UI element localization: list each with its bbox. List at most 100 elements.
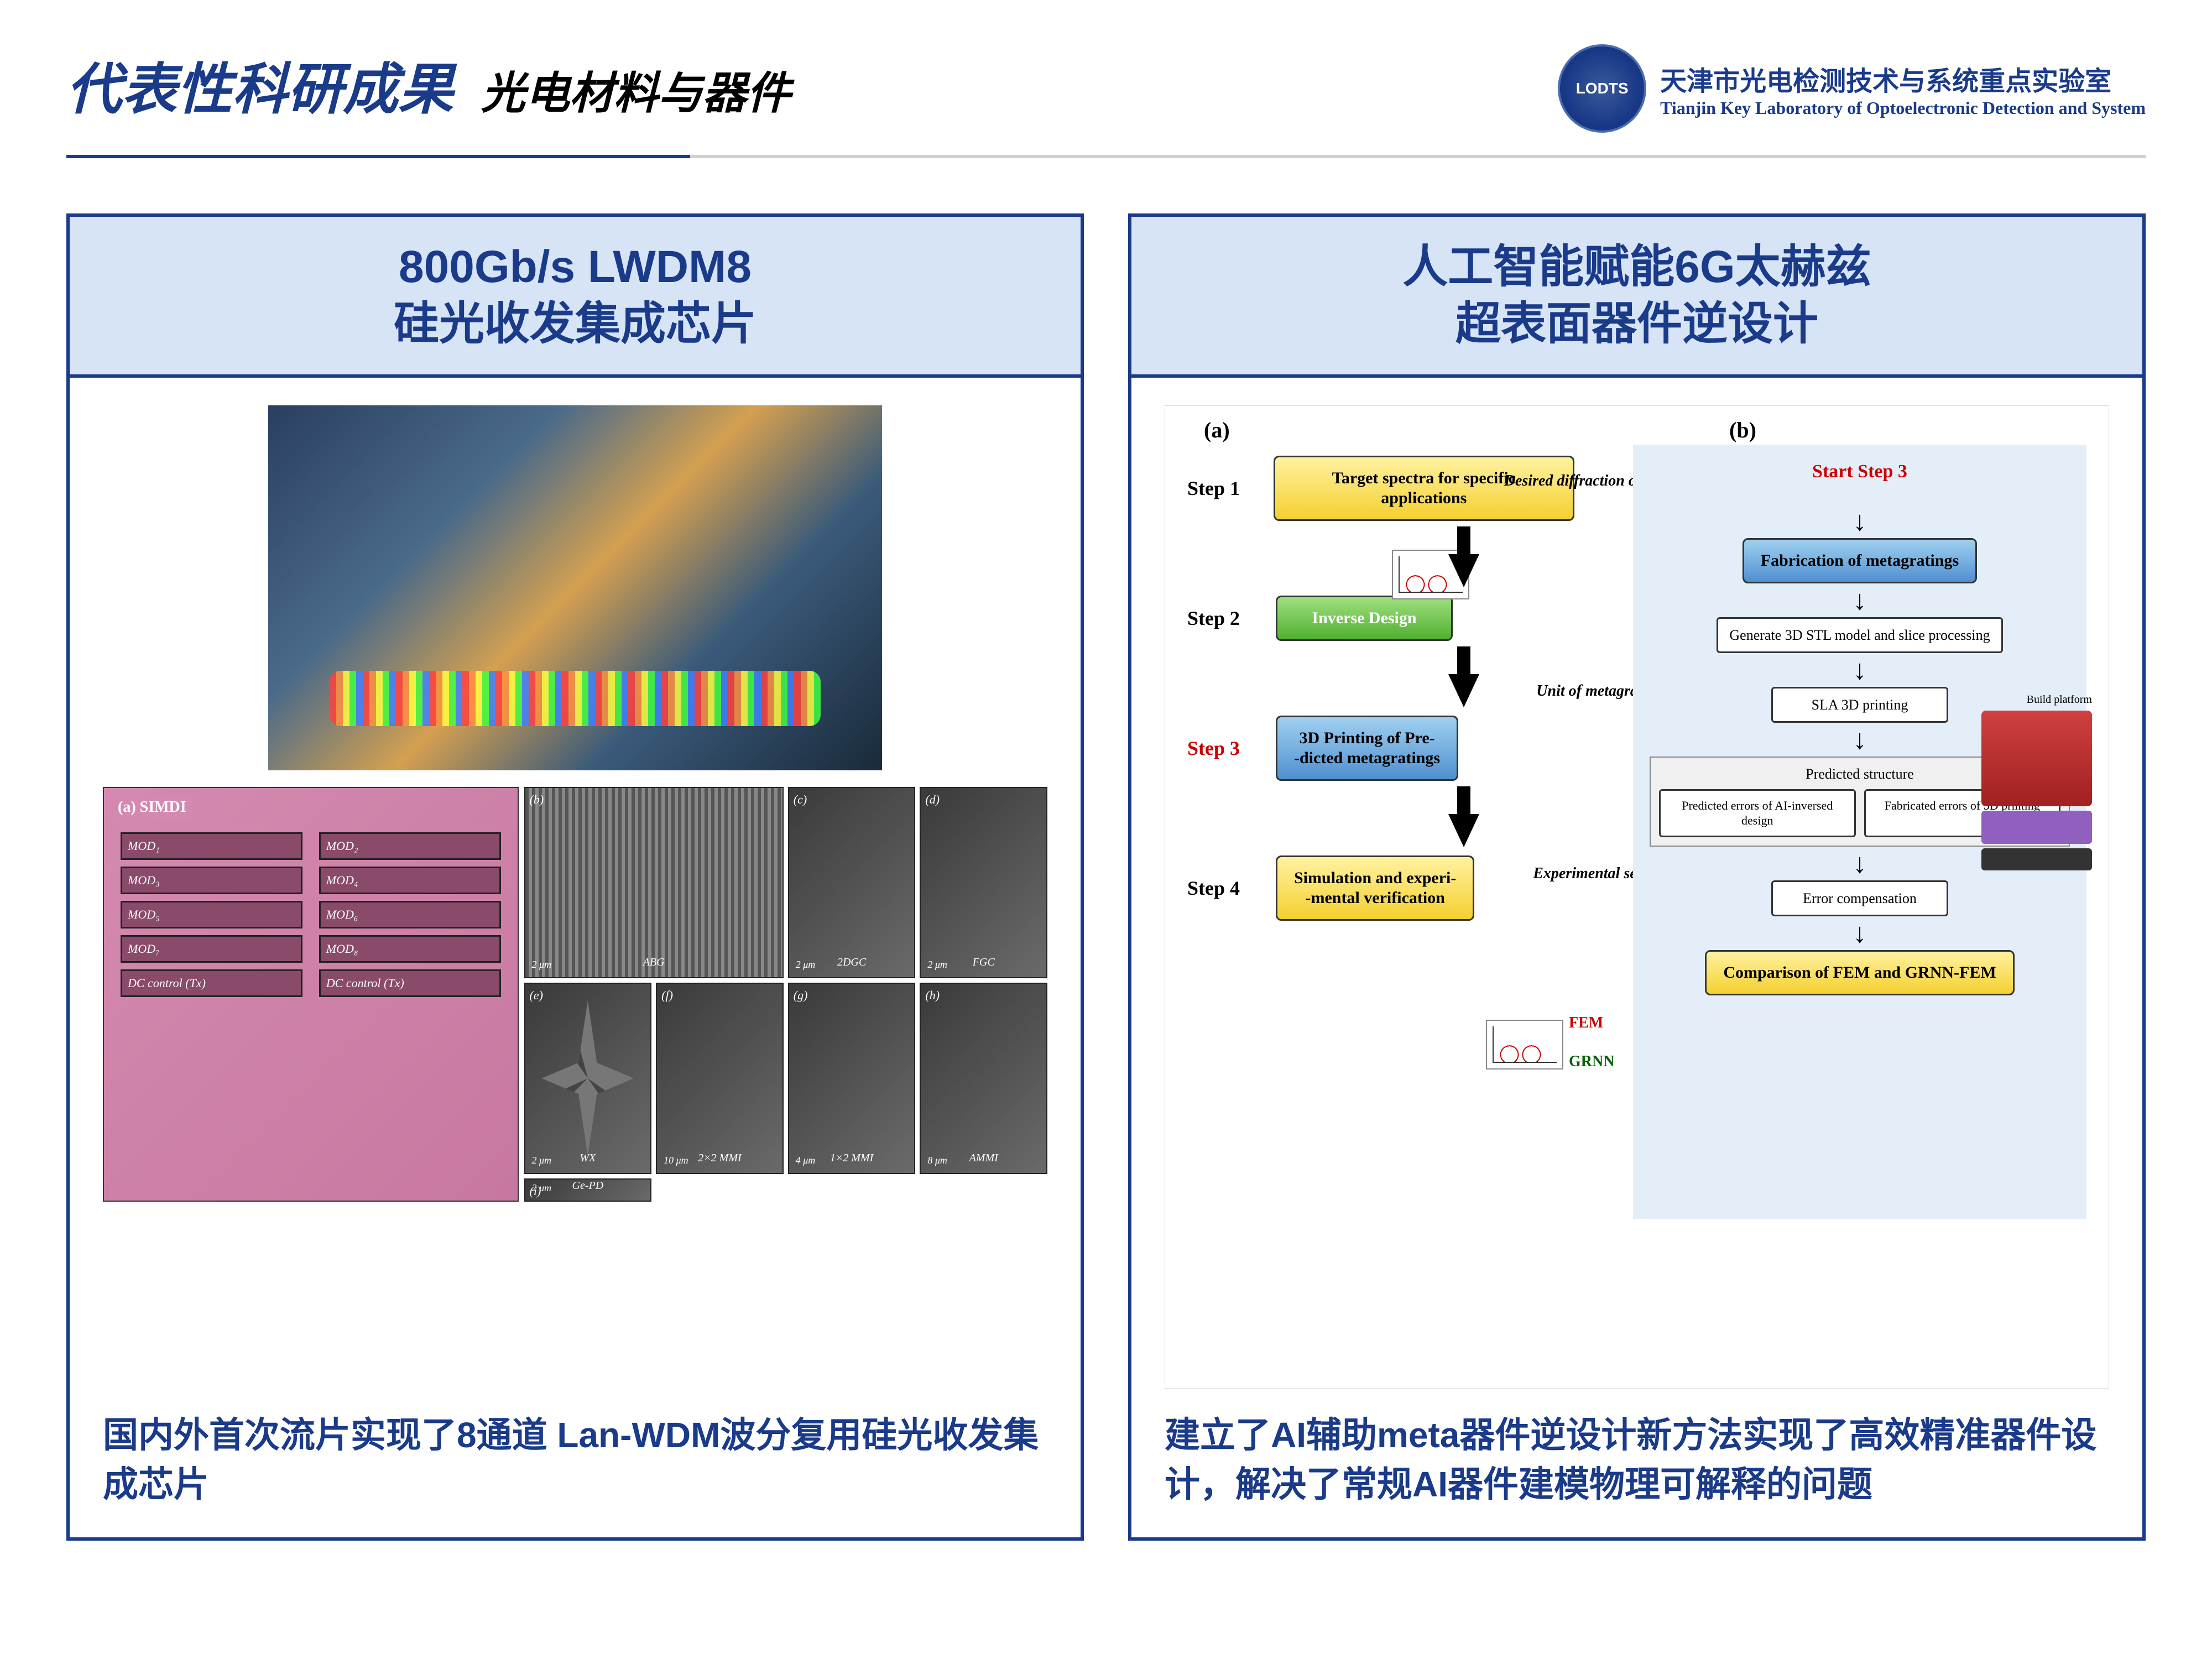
lab-text: 天津市光电检测技术与系统重点实验室 Tianjin Key Laboratory… [1660, 59, 2146, 118]
sem-tag: (e) [530, 988, 543, 1003]
sub-title: 光电材料与器件 [481, 58, 791, 122]
left-panel-header: 800Gb/s LWDM8 硅光收发集成芯片 [70, 217, 1081, 378]
sem-scale: 2 μm [532, 959, 552, 971]
sem-tag: (f) [661, 988, 673, 1003]
sem-scale: 2 μm [532, 1155, 552, 1166]
sem-d: (d)FGC2 μm [920, 787, 1047, 978]
step-label: Step 2 [1187, 607, 1259, 630]
sem-tag: (b) [530, 792, 544, 807]
arrow-down-icon: ↓ [1853, 857, 1867, 870]
spectrum-icon [1486, 1020, 1563, 1070]
printer-3d-icon: Build platform [1981, 693, 2092, 870]
printer-base2 [1981, 848, 2092, 870]
flowchart-col-a: Step 1 Target spectra for specific appli… [1187, 456, 1574, 932]
colb-sla: SLA 3D printing [1771, 687, 1948, 723]
sem-c: (c) 2DGC 2 μm [788, 787, 916, 978]
right-title-l2: 超表面器件逆设计 [1455, 299, 1818, 349]
right-panel-header: 人工智能赋能6G太赫兹 超表面器件逆设计 [1131, 217, 2142, 378]
arrow-down-icon: ↓ [1853, 593, 1867, 607]
colb-fab: Fabrication of metagratings [1743, 538, 1977, 583]
flowchart: (a) (b) Step 1 Target spectra for specif… [1165, 405, 2109, 1389]
slide-header: 代表性科研成果 光电材料与器件 LODTS 天津市光电检测技术与系统重点实验室 … [0, 0, 2212, 144]
flowchart-label-b: (b) [1729, 417, 1756, 443]
mod-block: MOD₁ [121, 832, 302, 860]
mod-block: MOD₇ [121, 935, 302, 963]
flowchart-step-2: Step 2 Inverse Design [1187, 596, 1574, 641]
left-panel-body: (a) SIMDI MOD₁ MOD₂ MOD₃ MOD₄ MOD₅ MOD₆ … [70, 378, 1081, 1537]
sem-h: (h)AMMI8 μm [920, 983, 1047, 1174]
fem-label: FEM [1569, 1014, 1603, 1032]
chip-photo [268, 405, 882, 770]
sem-label: WX [580, 1152, 596, 1165]
arrow-down-icon: ↓ [1853, 926, 1867, 940]
arrow-down-icon: ↓ [1853, 514, 1867, 528]
title-group: 代表性科研成果 光电材料与器件 [66, 44, 791, 124]
sem-b: (b) ABG 2 μm [524, 787, 784, 978]
right-title-l1: 人工智能赋能6G太赫兹 [1402, 242, 1871, 292]
flowchart-step-3: Step 3 3D Printing of Pre- -dicted metag… [1187, 716, 1574, 781]
sem-image-grid: (b) ABG 2 μm (c) 2DGC 2 μm (d) FGC 2 μm (e) WX 2… [524, 787, 1047, 1202]
printer-base [1981, 811, 2092, 844]
sem-scale: 4 μm [796, 1155, 816, 1166]
chip-layout-label: (a) SIMDI [112, 796, 192, 818]
flowchart-col-b: Start Step 3 ↓ Fabrication of metagratin… [1633, 445, 2086, 1219]
sem-tag: (h) [925, 988, 940, 1003]
right-panel-body: (a) (b) Step 1 Target spectra for specif… [1131, 378, 2142, 1537]
mod-block: MOD₆ [319, 901, 501, 928]
colb-stl: Generate 3D STL model and slice processi… [1717, 617, 2002, 653]
step-box: Inverse Design [1276, 596, 1453, 641]
right-panel: 人工智能赋能6G太赫兹 超表面器件逆设计 (a) (b) Step 1 Targ… [1128, 213, 2146, 1541]
mod-block: MOD₃ [121, 867, 302, 894]
lab-name-cn: 天津市光电检测技术与系统重点实验室 [1660, 59, 2146, 98]
step-label: Step 4 [1187, 877, 1259, 900]
mod-block: MOD₄ [319, 867, 501, 894]
sem-tag: (d) [925, 792, 940, 807]
sem-label: 2DGC [837, 956, 866, 969]
sem-scale: 2 μm [796, 959, 816, 971]
main-title: 代表性科研成果 [66, 44, 453, 124]
left-title-l1: 800Gb/s LWDM8 [399, 242, 752, 292]
lab-logo-icon: LODTS [1558, 44, 1646, 133]
lab-badge: LODTS 天津市光电检测技术与系统重点实验室 Tianjin Key Labo… [1558, 44, 2146, 133]
content-row: 800Gb/s LWDM8 硅光收发集成芯片 (a) SIMDI MOD₁ MO… [0, 158, 2212, 1596]
sem-scale: 10 μm [664, 1155, 688, 1166]
chip-mods-grid: MOD₁ MOD₂ MOD₃ MOD₄ MOD₅ MOD₆ MOD₇ MOD₈ … [121, 832, 501, 997]
sem-label: Ge-PD [572, 1180, 604, 1192]
lab-name-en: Tianjin Key Laboratory of Optoelectronic… [1660, 98, 2146, 118]
arrow-down-icon [1448, 674, 1479, 707]
chip-layout-figure: (a) SIMDI MOD₁ MOD₂ MOD₃ MOD₄ MOD₅ MOD₆ … [103, 787, 519, 1202]
right-panel-title: 人工智能赋能6G太赫兹 超表面器件逆设计 [1142, 239, 2131, 352]
step-box: 3D Printing of Pre- -dicted metagratings [1276, 716, 1458, 781]
sem-f: (f)2×2 MMI10 μm [656, 983, 784, 1174]
step-box: Simulation and experi- -mental verificat… [1276, 855, 1474, 921]
left-panel: 800Gb/s LWDM8 硅光收发集成芯片 (a) SIMDI MOD₁ MO… [66, 213, 1084, 1541]
build-label: Build platform [1981, 693, 2092, 706]
chip-figure-row: (a) SIMDI MOD₁ MOD₂ MOD₃ MOD₄ MOD₅ MOD₆ … [103, 787, 1047, 1202]
flowchart-label-a: (a) [1204, 417, 1230, 443]
printer-body [1981, 711, 2092, 806]
sem-tag: (c) [794, 792, 807, 807]
arrow-down-icon [1448, 554, 1479, 587]
colb-cmp: Comparison of FEM and GRNN-FEM [1705, 950, 2014, 995]
pred-title: Predicted structure [1806, 766, 1914, 782]
step-label: Step 1 [1187, 477, 1257, 500]
sem-label: FGC [973, 956, 995, 969]
sem-i: (i)Ge-PD2 μm [524, 1178, 652, 1202]
colb-start: Start Step 3 [1812, 461, 1907, 482]
colb-err: Error compensation [1771, 880, 1948, 916]
dc-tx-block: DC control (Tx) [319, 969, 501, 997]
mod-block: MOD₂ [319, 832, 501, 860]
sem-tag: (g) [794, 988, 808, 1003]
arrow-down-icon: ↓ [1853, 663, 1867, 677]
mod-block: MOD₈ [319, 935, 501, 963]
sem-g: (g)1×2 MMI4 μm [788, 983, 916, 1174]
sem-e: (e) WX 2 μm [524, 983, 652, 1174]
left-panel-desc: 国内外首次流片实现了8通道 Lan-WDM波分复用硅光收发集成芯片 [103, 1389, 1047, 1510]
sem-label: ABG [643, 956, 665, 969]
flowchart-step-4: Step 4 Simulation and experi- -mental ve… [1187, 855, 1574, 921]
grnn-label: GRNN [1569, 1053, 1614, 1071]
sem-scale: 2 μm [532, 1182, 552, 1194]
right-panel-desc: 建立了AI辅助meta器件逆设计新方法实现了高效精准器件设计，解决了常规AI器件… [1165, 1389, 2109, 1510]
pred-ai: Predicted errors of AI-inversed design [1659, 789, 1856, 837]
arrow-down-icon: ↓ [1853, 733, 1867, 747]
